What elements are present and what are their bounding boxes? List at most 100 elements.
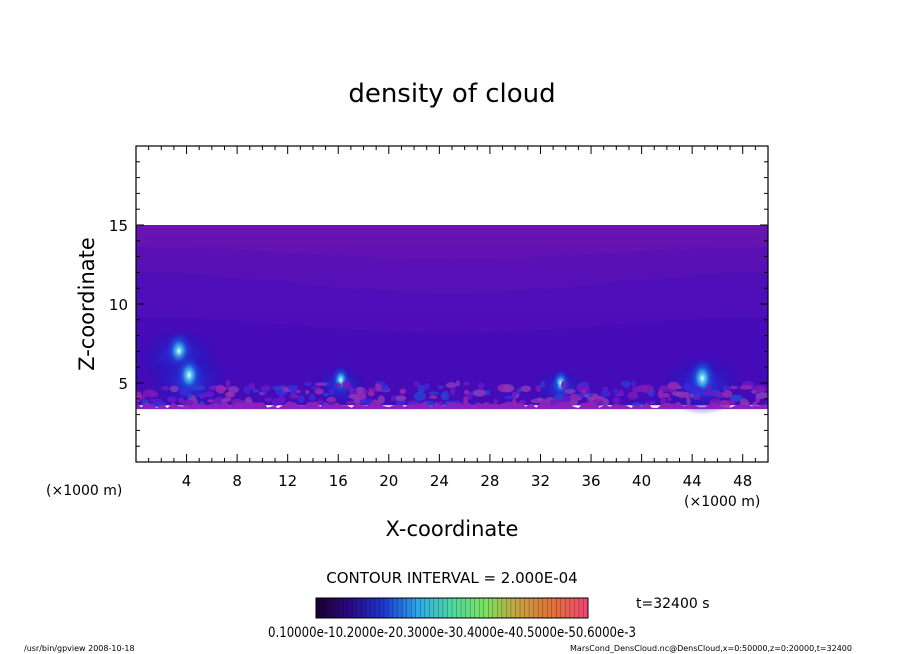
noise-speck: [303, 382, 312, 386]
noise-speck: [305, 389, 310, 395]
colorbar-cell: [515, 598, 521, 618]
colorbar-cell: [456, 598, 462, 618]
cloud-base-edge: [136, 401, 768, 410]
noise-speck: [511, 391, 517, 398]
noise-speck: [564, 388, 576, 394]
noise-speck: [359, 398, 374, 405]
colorbar-cell: [356, 598, 362, 618]
noise-speck: [739, 385, 754, 390]
noise-speck: [503, 384, 515, 393]
x-tick-label: 4: [182, 472, 192, 490]
noise-speck: [703, 391, 717, 396]
x-tick-label: 28: [480, 472, 499, 490]
noise-speck: [612, 396, 621, 405]
noise-speck: [618, 389, 624, 395]
noise-speck: [677, 385, 682, 389]
noise-speck: [727, 399, 735, 404]
y-tick-label: 10: [109, 296, 128, 314]
noise-speck: [516, 388, 522, 394]
y-tick-label: 5: [118, 375, 128, 393]
noise-speck: [417, 384, 425, 394]
noise-speck: [503, 395, 515, 400]
colorbar-cell: [470, 598, 475, 618]
noise-speck: [178, 397, 184, 404]
noise-speck: [648, 401, 656, 405]
noise-speck: [679, 394, 687, 398]
colorbar-cell: [483, 598, 489, 618]
x-tick-label: 44: [683, 472, 702, 490]
noise-speck: [335, 382, 342, 388]
footer-left: /usr/bin/gpview 2008-10-18: [24, 644, 135, 653]
colorbar-cell: [397, 598, 403, 618]
noise-speck: [226, 392, 233, 397]
noise-speck: [694, 395, 701, 400]
noise-speck: [429, 395, 438, 399]
noise-speck: [661, 392, 671, 398]
cloud-feature: [551, 369, 570, 397]
x-tick-label: 36: [581, 472, 600, 490]
noise-speck: [264, 397, 273, 403]
x-tick-label: 20: [379, 472, 398, 490]
chart-title: density of cloud: [348, 79, 555, 109]
colorbar-cell: [447, 598, 453, 618]
noise-speck: [445, 382, 457, 389]
colorbar-cell: [424, 598, 430, 618]
noise-speck: [722, 385, 731, 392]
noise-speck: [667, 381, 680, 390]
colorbar-cell: [479, 598, 485, 618]
colorbar-cell: [420, 598, 426, 618]
noise-speck: [530, 398, 545, 404]
noise-speck: [624, 381, 630, 389]
noise-speck: [583, 393, 590, 398]
colorbar-cell: [533, 598, 539, 618]
noise-speck: [602, 386, 609, 391]
noise-speck: [192, 385, 206, 391]
noise-speck: [150, 391, 159, 398]
noise-speck: [612, 388, 619, 393]
noise-speck: [271, 398, 279, 407]
x-tick-label: 40: [632, 472, 651, 490]
noise-speck: [298, 395, 305, 404]
colorbar-cell: [492, 598, 498, 618]
noise-speck: [463, 396, 469, 405]
colorbar-cell: [347, 598, 353, 618]
noise-speck: [309, 393, 316, 402]
noise-speck: [689, 393, 694, 398]
colorbar-cell: [402, 598, 407, 618]
colorbar-cell: [542, 598, 548, 618]
colorbar-cell: [370, 598, 376, 618]
noise-speck: [553, 382, 559, 387]
noise-speck: [328, 401, 334, 407]
noise-speck: [326, 396, 336, 403]
x-axis-unit-left: (×1000 m): [46, 483, 122, 499]
x-tick-label: 24: [430, 472, 449, 490]
colorbar-cell: [338, 598, 344, 618]
field-band: [136, 317, 768, 406]
colorbar-cell: [510, 598, 516, 618]
noise-speck: [272, 385, 284, 391]
x-tick-label: 32: [531, 472, 550, 490]
noise-speck: [377, 395, 385, 404]
field-bands: [136, 247, 768, 406]
colorbar-cell: [388, 598, 394, 618]
noise-speck: [560, 380, 567, 389]
colorbar-cell: [474, 598, 480, 618]
x-axis-label: X-coordinate: [386, 517, 519, 541]
noise-speck: [395, 395, 407, 402]
noise-speck: [455, 380, 460, 387]
noise-speck: [722, 390, 733, 398]
colorbar-cell: [556, 598, 562, 618]
colorbar-cell: [529, 598, 534, 618]
noise-speck: [689, 386, 701, 395]
contour-interval: CONTOUR INTERVAL = 2.000E-04: [326, 569, 577, 587]
colorbar-cell: [461, 598, 466, 618]
noise-speck: [535, 385, 542, 393]
noise-speck: [477, 382, 485, 389]
noise-speck: [362, 389, 368, 395]
colorbar-cell: [569, 598, 575, 618]
noise-speck: [322, 392, 330, 397]
colorbar-cell: [524, 598, 530, 618]
noise-speck: [658, 389, 664, 399]
noise-speck: [348, 394, 359, 399]
